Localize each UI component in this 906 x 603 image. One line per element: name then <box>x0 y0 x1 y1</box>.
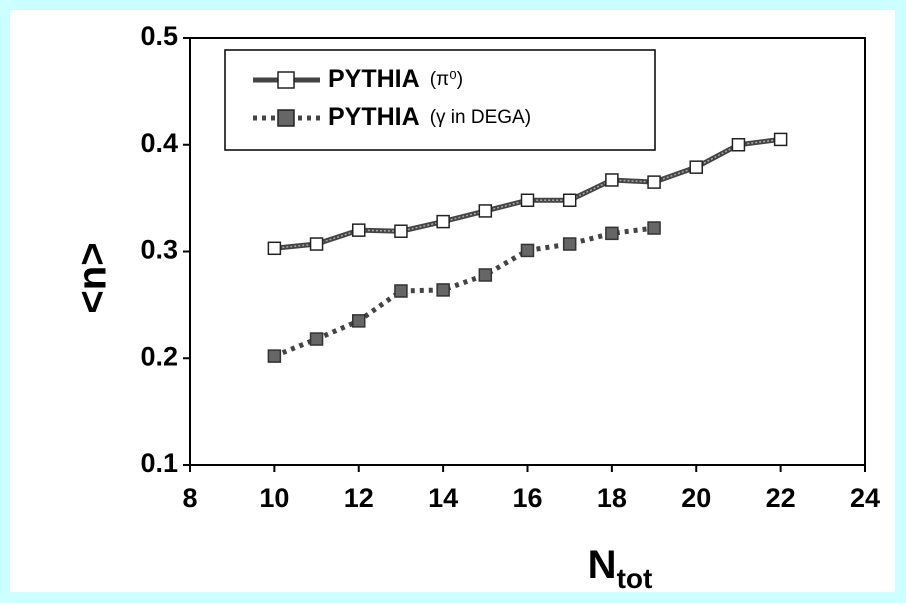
data-point <box>394 224 408 238</box>
data-point <box>562 237 577 251</box>
data-point <box>436 214 450 229</box>
data-point <box>352 223 366 237</box>
legend-label: PYTHIA (γ in DEGA) <box>328 103 531 131</box>
data-point <box>520 193 535 208</box>
data-point <box>394 284 408 298</box>
legend-note: (γ in DEGA) <box>430 107 531 128</box>
data-point <box>352 314 366 328</box>
y-axis-label: <n> <box>71 242 115 313</box>
y-tick-label: 0.2 <box>140 341 178 371</box>
x-tick-label: 10 <box>259 483 289 513</box>
x-label-main: N <box>588 543 617 587</box>
x-label-sub: tot <box>617 563 653 594</box>
y-tick-label: 0.1 <box>140 448 178 478</box>
x-tick-label: 16 <box>512 483 542 513</box>
data-point <box>267 349 282 363</box>
data-point <box>309 237 324 251</box>
y-tick-label: 0.3 <box>140 235 178 265</box>
data-point <box>689 160 703 174</box>
legend-name: PYTHIA <box>328 103 420 131</box>
x-tick-label: 18 <box>597 483 627 513</box>
x-tick-label: 14 <box>428 483 458 513</box>
x-axis-label: Ntot <box>588 543 653 594</box>
x-tick-label: 22 <box>766 483 796 513</box>
x-tick-label: 24 <box>850 483 880 513</box>
y-tick-label: 0.4 <box>140 128 178 158</box>
data-point <box>309 332 324 346</box>
data-point <box>520 243 535 258</box>
legend-marker <box>277 71 295 89</box>
x-tick-label: 20 <box>681 483 711 513</box>
data-point <box>647 221 661 235</box>
legend-box <box>224 49 656 151</box>
series-line <box>273 225 655 359</box>
data-point <box>605 173 619 187</box>
data-point <box>478 204 493 218</box>
data-point <box>605 226 619 241</box>
data-point <box>478 268 493 282</box>
x-tick-label: 8 <box>182 483 197 513</box>
data-point <box>562 193 577 208</box>
legend-label: PYTHIA (π⁰) <box>328 65 463 93</box>
data-point <box>773 132 788 147</box>
data-point <box>267 241 282 256</box>
legend-note: (π⁰) <box>430 69 463 90</box>
data-point <box>647 175 661 189</box>
legend-name: PYTHIA <box>328 65 420 93</box>
data-point <box>436 283 450 297</box>
legend-marker <box>277 109 295 127</box>
x-tick-label: 12 <box>344 483 374 513</box>
data-point <box>731 138 746 152</box>
y-tick-label: 0.5 <box>140 21 178 51</box>
